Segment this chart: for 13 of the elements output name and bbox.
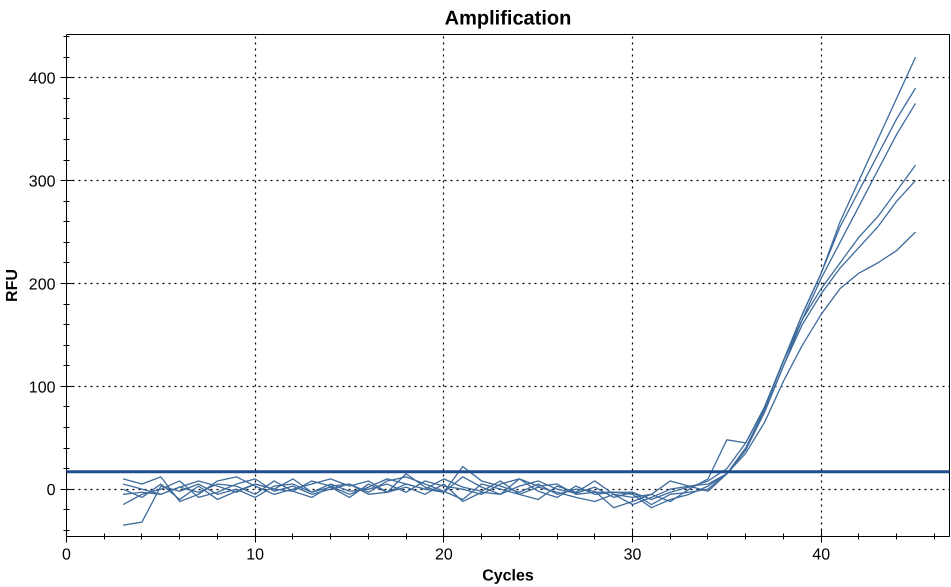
- x-tick-label: 40: [812, 546, 830, 564]
- y-axis-title: RFU: [4, 269, 21, 302]
- y-tick-label: 400: [28, 70, 56, 88]
- y-tick-label: 0: [46, 482, 56, 500]
- y-tick-label: 300: [28, 174, 56, 191]
- x-tick-label: 30: [624, 546, 642, 564]
- y-tick-label: 100: [28, 379, 56, 396]
- x-tick-label: 0: [62, 546, 72, 564]
- x-tick-label: 10: [246, 546, 264, 564]
- x-axis-title: Cycles: [482, 568, 534, 584]
- y-tick-label: 200: [28, 276, 56, 294]
- x-tick-label: 20: [434, 546, 453, 564]
- chart-title: Amplification: [444, 8, 572, 30]
